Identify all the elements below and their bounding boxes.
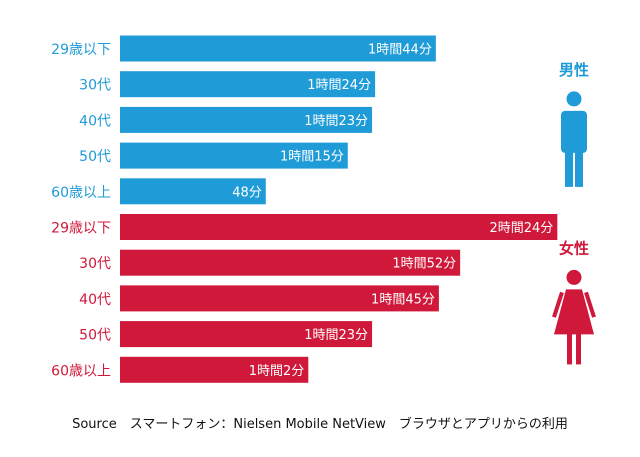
legend-title: 男性 xyxy=(559,61,589,79)
bar xyxy=(120,214,558,240)
bar xyxy=(120,71,376,98)
bar xyxy=(120,35,436,62)
bar xyxy=(120,356,309,383)
bar xyxy=(120,285,439,312)
bar xyxy=(120,178,266,205)
data-label: 1時間15分 xyxy=(280,150,344,165)
category-label: 60歳以上 xyxy=(51,363,111,379)
category-label: 60歳以上 xyxy=(51,185,111,201)
data-label: 1時間45分 xyxy=(371,292,435,307)
category-label: 50代 xyxy=(79,149,111,165)
bar xyxy=(120,321,373,348)
category-label: 30代 xyxy=(79,78,111,94)
category-label: 29歳以下 xyxy=(51,221,111,237)
data-label: 1時間2分 xyxy=(249,364,305,379)
category-label: 29歳以下 xyxy=(51,42,111,58)
bar xyxy=(120,142,348,169)
category-label: 40代 xyxy=(79,292,111,308)
data-label: 1時間52分 xyxy=(392,257,456,272)
bar xyxy=(120,249,461,276)
data-label: 1時間44分 xyxy=(368,43,432,58)
data-label: 1時間23分 xyxy=(304,328,368,343)
male-figure-icon xyxy=(561,91,587,187)
bars-layer: 29歳以下 1時間44分 30代 1時間24分 40代 1時間23分 50代 1時間15分 60… xyxy=(51,35,558,383)
data-label: 1時間23分 xyxy=(304,114,368,129)
female-figure-icon xyxy=(552,269,596,365)
data-label: 48分 xyxy=(232,185,262,200)
bar xyxy=(120,106,373,133)
category-label: 40代 xyxy=(79,113,111,129)
source-note: Source スマートフォン：Nielsen Mobile NetView ブラ… xyxy=(72,417,568,432)
data-label: 1時間24分 xyxy=(307,78,371,93)
category-label: 30代 xyxy=(79,256,111,272)
category-label: 50代 xyxy=(79,328,111,344)
legend-title: 女性 xyxy=(559,239,589,257)
data-label: 2時間24分 xyxy=(489,221,553,236)
